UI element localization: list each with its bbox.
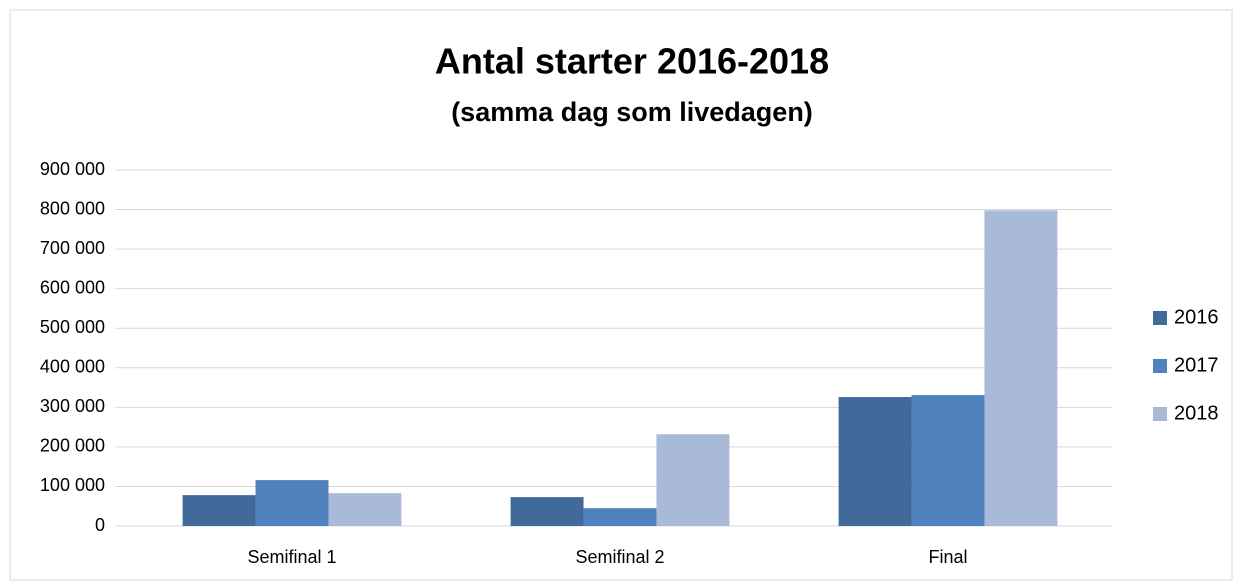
y-tick-label: 600 000 (40, 277, 105, 297)
bar (984, 210, 1058, 526)
chart-subtitle: (samma dag som livedagen) (451, 97, 813, 127)
y-tick-label: 400 000 (40, 357, 105, 377)
bar (328, 493, 402, 526)
bar (656, 434, 730, 526)
x-tick-label: Semifinal 2 (575, 547, 664, 567)
y-tick-label: 900 000 (40, 159, 105, 179)
y-tick-label: 700 000 (40, 238, 105, 258)
legend-swatch (1153, 359, 1167, 373)
bar (510, 497, 584, 526)
legend-swatch (1153, 407, 1167, 421)
y-tick-label: 0 (95, 515, 105, 535)
legend-label: 2018 (1174, 402, 1219, 424)
y-tick-label: 100 000 (40, 475, 105, 495)
bar (583, 508, 657, 526)
legend-label: 2017 (1174, 354, 1219, 376)
chart-title: Antal starter 2016-2018 (435, 41, 829, 82)
y-tick-label: 800 000 (40, 198, 105, 218)
legend-label: 2016 (1174, 306, 1219, 328)
bar (838, 397, 912, 526)
y-tick-label: 500 000 (40, 317, 105, 337)
y-tick-label: 300 000 (40, 396, 105, 416)
legend-swatch (1153, 311, 1167, 325)
x-tick-label: Semifinal 1 (247, 547, 336, 567)
x-tick-label: Final (928, 547, 967, 567)
bar (255, 480, 329, 526)
bar (182, 495, 256, 526)
y-tick-label: 200 000 (40, 436, 105, 456)
bar (911, 395, 985, 526)
